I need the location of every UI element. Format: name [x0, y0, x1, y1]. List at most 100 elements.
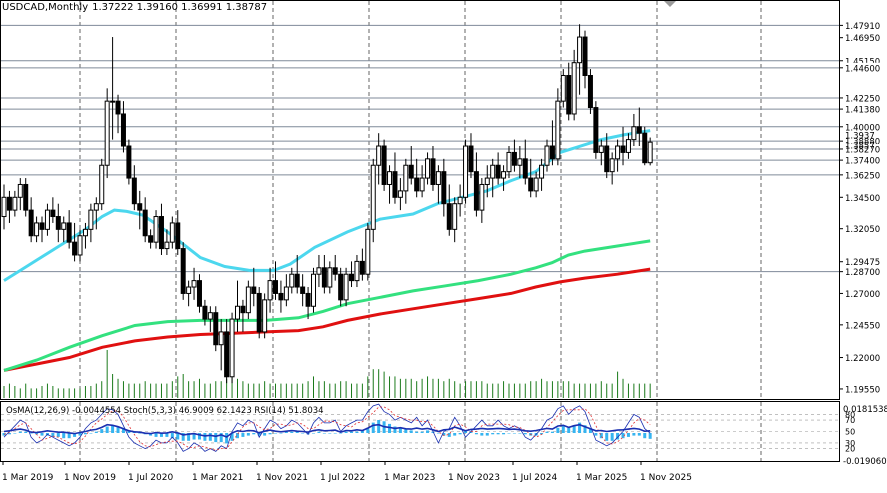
osma-bar	[398, 427, 402, 433]
osma-bar	[588, 429, 592, 433]
price-label-box	[843, 121, 887, 132]
candle-bull	[229, 318, 235, 378]
osma-bar	[572, 425, 576, 433]
candle-bull	[365, 228, 371, 275]
candle-bull	[44, 209, 50, 230]
osma-bar	[62, 433, 66, 439]
ohlc-values: 1.37222 1.39160 1.36991 1.38787	[92, 2, 268, 13]
candle-bear	[175, 222, 181, 250]
price-label-box	[843, 169, 887, 180]
candle-bear	[224, 331, 230, 378]
osma-bar	[464, 430, 468, 433]
osma-bar	[523, 433, 527, 435]
candle-bull	[397, 190, 403, 198]
candle-bear	[273, 280, 278, 294]
osma-bar	[312, 433, 316, 434]
price-axis-label: 1.28700	[845, 268, 880, 278]
osma-bar	[485, 433, 489, 436]
candle-bull	[99, 164, 105, 205]
candle-bear	[305, 292, 311, 307]
osma-bar	[252, 433, 256, 435]
osma-bar	[121, 427, 125, 433]
candle-bear	[148, 235, 154, 243]
osma-bar	[208, 433, 212, 441]
time-axis-label: 1 Mar 2023	[384, 473, 435, 483]
time-axis-label: 1 Mar 2025	[576, 473, 627, 483]
candle-bear	[120, 113, 126, 147]
candle-bull	[267, 280, 273, 301]
osma-bar	[502, 433, 506, 435]
candle-bear	[511, 151, 517, 166]
osma-bar	[263, 433, 267, 436]
time-axis-label: 1 Mar 2021	[192, 473, 243, 483]
candle-bull	[153, 216, 159, 243]
price-axis-label: 1.38270	[845, 145, 880, 155]
candle-bull	[506, 151, 512, 173]
price-axis-label: 1.24550	[845, 321, 880, 331]
candle-bull	[533, 177, 539, 192]
time-axis-label: 1 Nov 2025	[640, 473, 692, 483]
candle-bear	[468, 145, 474, 173]
time-axis-label: 1 Jul 2022	[320, 473, 365, 483]
candle-bull	[1, 196, 7, 218]
candle-bear	[321, 267, 327, 288]
candle-bear	[549, 145, 555, 160]
price-axis-label: 1.37400	[845, 157, 880, 167]
osma-bar	[214, 433, 218, 443]
osma-bar	[78, 433, 82, 436]
price-axis-label: 1.47910	[845, 22, 880, 32]
candle-bull	[61, 222, 67, 230]
candle-bear	[528, 177, 534, 192]
candle-bear	[202, 305, 208, 320]
candle-bear	[142, 209, 148, 237]
candle-bull	[245, 286, 251, 314]
price-axis-label: 1.38880	[845, 138, 880, 148]
candle-bull	[555, 100, 561, 160]
osma-bar	[366, 427, 370, 433]
osma-bar	[328, 433, 332, 434]
chart-shift-icon[interactable]	[664, 1, 676, 7]
candle-bear	[349, 273, 355, 282]
osma-bar	[279, 433, 283, 434]
price-label-box	[843, 20, 887, 31]
candle-bear	[115, 100, 121, 115]
time-axis-label: 1 Nov 2023	[448, 473, 500, 483]
osma-bar	[51, 433, 55, 437]
osma-bar	[13, 433, 17, 434]
candle-bull	[311, 273, 317, 307]
candle-bull	[571, 62, 577, 115]
osma-bar	[632, 433, 636, 436]
candle-bull	[452, 203, 458, 230]
indicator-axis-top: 0.0181538	[843, 405, 887, 415]
price-label-box	[843, 55, 887, 66]
osma-bar	[274, 433, 277, 434]
osma-bar	[409, 430, 413, 433]
price-axis-label: 1.22000	[845, 354, 880, 364]
osma-bar	[360, 430, 364, 433]
price-axis-label: 1.40000	[845, 123, 880, 133]
osma-bar	[170, 433, 174, 439]
osma-bar	[176, 433, 180, 440]
osma-bar	[545, 431, 549, 433]
candle-bear	[126, 145, 132, 179]
osma-bar	[284, 431, 288, 433]
candle-bear	[636, 126, 642, 134]
candle-bear	[593, 107, 599, 153]
candle-bear	[158, 216, 164, 250]
candle-bear	[522, 158, 528, 179]
ma-slow-line	[3, 267, 651, 372]
candle-bear	[256, 292, 262, 333]
indicator-level-label: 20	[845, 445, 855, 454]
candle-bull	[234, 305, 240, 320]
price-axis-label: 1.42250	[845, 94, 880, 104]
candle-bull	[191, 280, 197, 288]
osma-bar	[458, 433, 462, 435]
osma-bar	[18, 431, 22, 433]
candle-bull	[435, 171, 441, 185]
osma-bar	[610, 433, 614, 441]
candle-bull	[403, 164, 409, 192]
candle-bear	[66, 222, 72, 243]
osma-bar	[621, 433, 625, 439]
